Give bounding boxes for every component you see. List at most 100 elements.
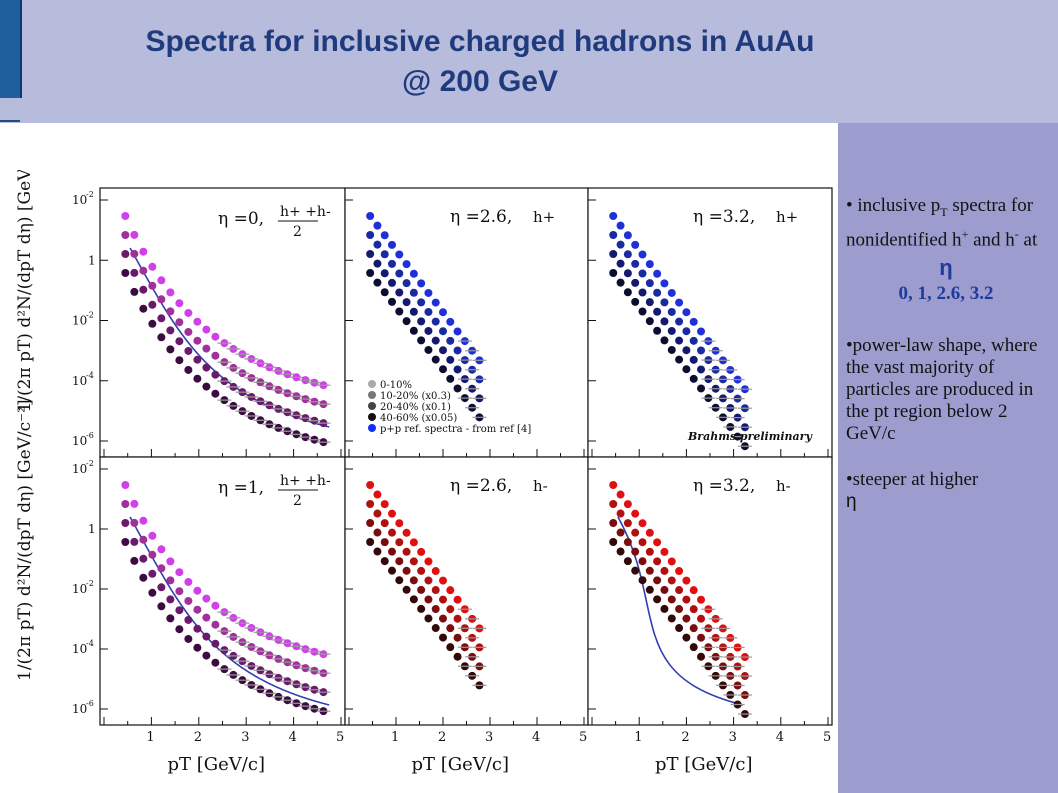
panel-particle-label: h+ xyxy=(776,208,798,226)
data-point xyxy=(638,269,647,278)
panel-frame xyxy=(99,187,346,458)
data-point xyxy=(609,231,618,239)
data-point xyxy=(193,317,202,326)
data-point xyxy=(667,288,676,297)
data-point xyxy=(667,326,676,335)
data-point xyxy=(184,308,193,317)
data-point xyxy=(388,528,397,537)
ytick-label: 10-2 xyxy=(72,459,94,476)
data-point xyxy=(121,500,130,508)
panel-eta-label: η =0, xyxy=(218,209,264,229)
data-point xyxy=(631,566,640,575)
xtick-label: 1 xyxy=(391,730,399,745)
data-point xyxy=(431,586,440,595)
data-point xyxy=(193,586,202,595)
data-point xyxy=(175,299,184,308)
xtick-label: 5 xyxy=(336,730,344,745)
data-point xyxy=(184,346,193,355)
bullet-1-sup-minus: - xyxy=(1014,226,1019,241)
data-point xyxy=(660,566,669,575)
data-point xyxy=(616,240,625,249)
data-point xyxy=(653,595,662,604)
data-point xyxy=(653,326,662,335)
data-point xyxy=(366,519,375,527)
ytick-exp: -4 xyxy=(86,371,94,380)
data-point xyxy=(623,500,632,509)
bullet-3-eta: η xyxy=(846,491,857,513)
data-point xyxy=(166,307,175,316)
ytick-label: 10-2 xyxy=(72,311,94,328)
panel-frame xyxy=(587,187,833,458)
ytick-label: 10-2 xyxy=(72,190,94,207)
data-point xyxy=(623,269,632,278)
data-point xyxy=(402,317,411,326)
data-point xyxy=(388,259,397,268)
data-point xyxy=(682,308,691,317)
data-point xyxy=(202,325,211,334)
data-point xyxy=(366,481,375,489)
data-point xyxy=(645,528,654,537)
accent-tick xyxy=(0,120,20,122)
data-point xyxy=(417,604,426,613)
data-point xyxy=(453,614,462,623)
data-point xyxy=(638,519,647,528)
data-point xyxy=(609,481,618,489)
data-point xyxy=(166,576,175,585)
data-point xyxy=(453,633,462,642)
data-point xyxy=(439,633,447,642)
data-point xyxy=(638,307,647,316)
data-point xyxy=(623,557,632,566)
data-point xyxy=(446,374,455,383)
data-point xyxy=(609,519,618,527)
data-point xyxy=(631,528,640,537)
data-point xyxy=(675,336,684,345)
data-point xyxy=(395,538,404,547)
data-point xyxy=(388,566,397,575)
data-point xyxy=(431,567,440,576)
panel-2: η =2.6, h+ 0-10%10-20% (x0.3)20-40% (x0.1)… xyxy=(344,187,589,458)
data-point xyxy=(446,624,455,633)
data-point xyxy=(616,528,625,537)
ytick-label: 10-6 xyxy=(72,431,94,448)
data-point xyxy=(645,260,654,269)
data-point xyxy=(148,319,157,328)
panel-6: η =3.2, h- xyxy=(587,456,833,726)
data-point xyxy=(121,231,130,239)
data-point xyxy=(157,333,166,342)
data-point xyxy=(148,569,157,578)
data-point xyxy=(202,594,211,603)
data-point xyxy=(166,557,175,566)
data-point xyxy=(682,365,691,374)
data-point xyxy=(395,288,404,297)
panel-particle-label: h- xyxy=(776,477,791,495)
ytick-exp: -2 xyxy=(86,311,94,320)
data-point xyxy=(193,605,202,614)
panel-eta-label: η =3.2, xyxy=(693,476,755,496)
legend-label: p+p ref. spectra - from ref [4] xyxy=(380,424,531,435)
data-point xyxy=(417,279,426,288)
data-point xyxy=(148,300,157,309)
data-point xyxy=(380,231,389,240)
data-point xyxy=(446,605,455,614)
data-point xyxy=(660,279,669,288)
data-point xyxy=(653,576,662,585)
xtick-label: 2 xyxy=(438,730,446,745)
data-point xyxy=(623,519,632,528)
xtick-label: 4 xyxy=(532,730,540,745)
panel-particle-num: h+ +h- xyxy=(280,473,331,489)
data-point xyxy=(631,509,640,518)
data-point xyxy=(453,652,462,661)
data-point xyxy=(366,500,375,508)
accent-bar xyxy=(0,0,22,98)
panel-eta-label: η =2.6, xyxy=(450,207,512,227)
bullet-2: •power-law shape, where the vast majorit… xyxy=(846,335,1038,445)
data-point xyxy=(157,314,166,323)
title-line-2: @ 200 GeV xyxy=(401,65,558,98)
notes-sidebar xyxy=(838,123,1058,793)
data-point xyxy=(446,336,455,345)
data-point xyxy=(638,538,647,547)
eta-values: 0, 1, 2.6, 3.2 xyxy=(898,283,994,305)
data-point xyxy=(130,499,139,508)
data-point xyxy=(193,355,202,364)
data-point xyxy=(417,585,426,594)
